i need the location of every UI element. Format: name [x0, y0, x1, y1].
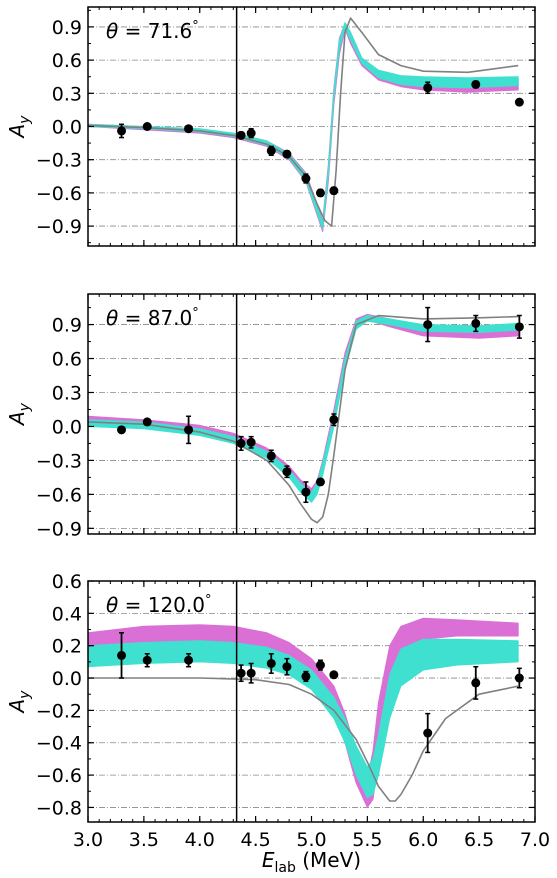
y-tick-label: 0.6 — [52, 50, 82, 72]
x-tick-label: 4.5 — [241, 829, 271, 851]
theta-annotation: θ = 87.0° — [106, 306, 199, 330]
panel-3: −0.8 −0.6 −0.4 −0.2 0.0 0.2 0.4 0.6 3.0 3.5 4.0 4.5… — [5, 571, 550, 876]
y-tick-label: 0.2 — [52, 636, 82, 658]
y-tick-label: 0.4 — [52, 603, 82, 625]
y-tick-label: −0.8 — [36, 797, 82, 819]
data-point — [236, 668, 246, 678]
data-point — [514, 673, 524, 683]
data-point — [142, 122, 152, 131]
line-gray — [88, 314, 519, 524]
data-point — [423, 320, 433, 330]
data-point — [514, 322, 524, 332]
data-point — [246, 128, 256, 138]
data-point — [301, 487, 311, 497]
data-point — [329, 415, 339, 425]
data-point — [142, 417, 152, 427]
y-tick-label: 0.6 — [52, 571, 82, 593]
data-point — [184, 655, 194, 665]
data-point — [246, 437, 256, 447]
y-tick-label: 0.9 — [52, 315, 82, 337]
data-point — [117, 126, 127, 136]
panel-2: −0.9 −0.6 −0.3 0.0 0.3 0.6 0.9 θ = 87.0° Ay — [5, 293, 536, 540]
data-point — [301, 671, 311, 681]
data-point — [266, 146, 276, 156]
data-point — [282, 662, 292, 672]
y-tick-label: −0.6 — [36, 765, 82, 787]
x-tick-label: 6.0 — [408, 829, 438, 851]
y-tick-label: 0.3 — [52, 83, 82, 105]
y-tick-label: −0.3 — [36, 150, 82, 172]
data-point — [184, 124, 194, 134]
data-point — [514, 97, 524, 107]
data-point — [266, 658, 276, 668]
band-magenta — [88, 313, 519, 498]
data-point — [315, 660, 325, 670]
data-point — [282, 467, 292, 477]
y-tick-label: 0.0 — [52, 117, 82, 139]
y-axis-label: Ay — [5, 115, 33, 140]
y-axis-label: Ay — [5, 402, 33, 427]
data-point — [471, 79, 481, 89]
band-turquoise — [88, 315, 519, 503]
x-tick-label: 3.5 — [129, 829, 159, 851]
x-tick-label: 3.0 — [73, 829, 103, 851]
plot-area — [88, 17, 519, 233]
data-point — [266, 451, 276, 461]
y-tick-label: −0.6 — [36, 484, 82, 506]
y-tick-label: 0.0 — [52, 416, 82, 438]
y-tick-label: −0.3 — [36, 450, 82, 472]
x-axis-label: Elab (MeV) — [262, 848, 361, 876]
y-tick-label: 0.3 — [52, 382, 82, 404]
data-point — [117, 650, 127, 660]
data-point — [117, 425, 127, 435]
y-tick-label: 0.6 — [52, 349, 82, 371]
data-point — [315, 477, 325, 487]
data-point — [423, 83, 433, 93]
data-point — [471, 318, 481, 328]
data-point — [246, 668, 256, 678]
data-point — [329, 186, 339, 196]
y-tick-label: −0.6 — [36, 183, 82, 205]
y-tick-label: −0.9 — [36, 216, 82, 238]
y-tick-label: −0.4 — [36, 733, 82, 755]
data-point — [471, 678, 481, 688]
y-tick-label: 0.9 — [52, 17, 82, 39]
y-tick-label: −0.2 — [36, 700, 82, 722]
data-point — [142, 655, 152, 665]
y-tick-label: 0.0 — [52, 668, 82, 690]
theta-annotation: θ = 120.0° — [106, 593, 211, 617]
line-gray — [88, 17, 519, 227]
data-point — [184, 425, 194, 435]
data-point — [236, 438, 246, 448]
x-tick-label: 6.5 — [464, 829, 494, 851]
panel-1: −0.9 −0.6 −0.3 0.0 0.3 0.6 0.9 θ = 71.6° Ay — [5, 6, 536, 247]
data-point — [329, 670, 339, 680]
data-point — [282, 149, 292, 159]
theta-annotation: θ = 71.6° — [106, 19, 199, 43]
plot-area — [88, 617, 519, 808]
data-point — [315, 188, 325, 198]
line-gray — [88, 677, 519, 802]
y-axis-label: Ay — [5, 690, 33, 715]
data-point — [423, 728, 433, 738]
y-tick-label: −0.9 — [36, 518, 82, 540]
data-point — [301, 174, 311, 184]
x-tick-label: 5.5 — [352, 829, 382, 851]
x-tick-label: 7.0 — [520, 829, 550, 851]
data-point — [236, 130, 246, 140]
x-tick-label: 5.0 — [296, 829, 326, 851]
x-tick-label: 4.0 — [185, 829, 215, 851]
band-turquoise — [88, 22, 519, 230]
